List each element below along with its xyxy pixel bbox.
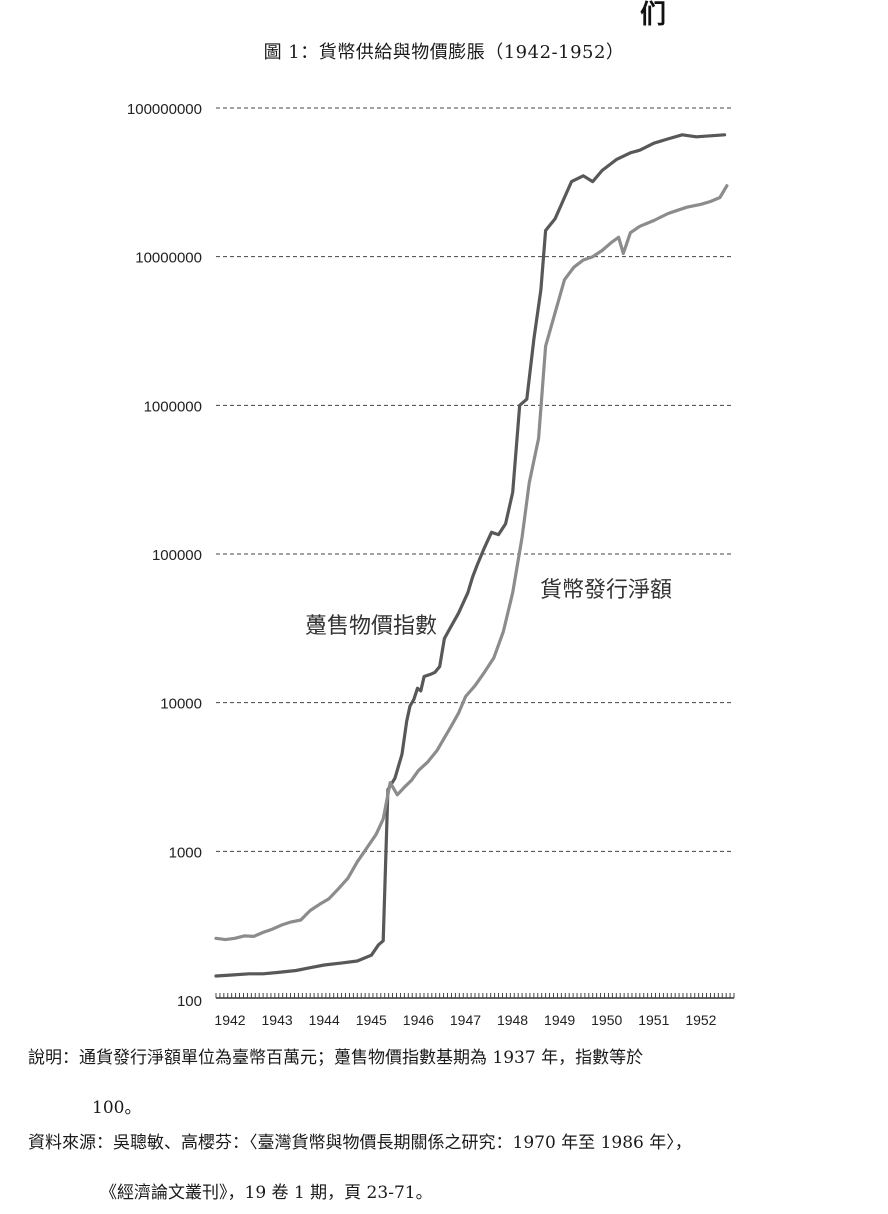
x-tick-label: 1948	[497, 1012, 528, 1028]
x-tick-label: 1945	[356, 1012, 387, 1028]
x-axis	[215, 993, 735, 999]
x-tick-label: 1950	[591, 1012, 622, 1028]
x-tick-label: 1944	[309, 1012, 340, 1028]
note-line-2: 100。	[92, 1098, 142, 1118]
y-tick-label: 100000	[152, 547, 202, 564]
source-line-2: 《經濟論文叢刊》，19 卷 1 期，頁 23-71。	[100, 1183, 433, 1203]
y-tick-label: 10000000	[135, 250, 202, 267]
gridlines	[216, 107, 734, 852]
y-tick-label: 1000	[169, 844, 202, 861]
y-tick-label: 1000000	[144, 398, 202, 415]
y-tick-labels: 100 1000 10000 100000 1000000 10000000 1000000…	[127, 101, 202, 1010]
x-tick-label: 1942	[214, 1012, 245, 1028]
x-tick-label: 1952	[685, 1012, 716, 1028]
y-tick-label: 100	[177, 993, 202, 1010]
series-label-currency: 貨幣發行淨額	[540, 577, 672, 602]
page-corner-fragment: 们	[640, 0, 667, 30]
y-tick-label: 100000000	[127, 101, 202, 118]
note-line-1: 說明：通貨發行淨額單位為臺幣百萬元；躉售物價指數基期為 1937 年，指數等於	[28, 1048, 644, 1068]
series-label-wholesale: 躉售物價指數	[305, 613, 437, 638]
x-tick-label: 1946	[403, 1012, 434, 1028]
series-line-currency	[214, 184, 729, 942]
figure-title: 圖 1：貨幣供給與物價膨脹（1942-1952）	[263, 42, 625, 63]
x-tick-labels: 1942 1943 1944 1945 1946 1947 1948 1949 1950 1951…	[214, 1012, 716, 1028]
series-lines	[214, 133, 729, 978]
x-tick-label: 1951	[638, 1012, 669, 1028]
x-tick-label: 1949	[544, 1012, 575, 1028]
source-line-1: 資料來源：吳聰敏、高櫻芬：〈臺灣貨幣與物價長期關係之研究：1970 年至 198…	[28, 1133, 692, 1153]
x-tick-label: 1943	[262, 1012, 293, 1028]
x-tick-label: 1947	[450, 1012, 481, 1028]
y-tick-label: 10000	[160, 696, 202, 713]
series-line-wholesale	[214, 133, 727, 978]
